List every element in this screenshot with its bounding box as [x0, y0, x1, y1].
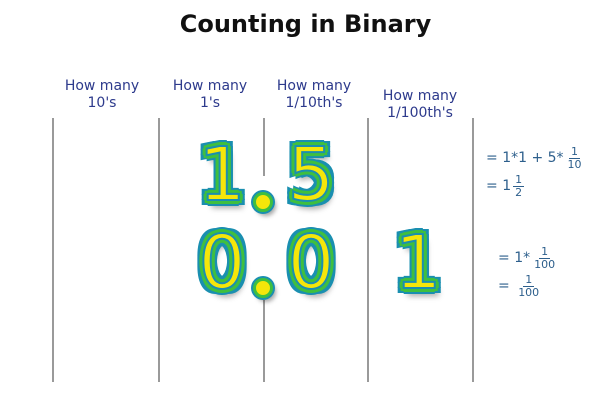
- fraction: 1 10: [566, 144, 584, 171]
- expression-text: 1*: [514, 250, 531, 266]
- math-line: = 1* 1 100: [498, 244, 559, 272]
- fraction-denominator: 100: [534, 257, 556, 271]
- column-divider: [367, 118, 369, 382]
- fraction: 1 100: [516, 272, 541, 299]
- fraction-numerator: 1: [569, 144, 581, 159]
- row1-ones-digit: 1: [197, 132, 246, 218]
- column-header-ones: How many 1's: [155, 78, 265, 112]
- column-header-ones-line1: How many: [172, 78, 248, 94]
- math-line: = 1 100: [498, 272, 559, 300]
- fraction-denominator: 2: [515, 185, 523, 199]
- column-header-tenths-line2: 1/10th's: [285, 95, 343, 111]
- column-divider: [52, 118, 54, 382]
- column-header-tenths-line1: How many: [276, 78, 352, 94]
- column-header-hundredths-line2: 1/100th's: [387, 105, 453, 121]
- equals-sign: =: [486, 178, 498, 194]
- row2-decimal-point: [253, 278, 273, 298]
- equals-sign: =: [486, 150, 498, 166]
- math-line: = 1*1 + 5* 1 10: [486, 144, 586, 172]
- row1-decimal-point: [253, 192, 273, 212]
- column-header-hundredths: How many 1/100th's: [365, 88, 475, 122]
- equals-sign: =: [498, 250, 510, 266]
- equals-sign: =: [498, 278, 510, 294]
- fraction-numerator: 1: [539, 244, 551, 259]
- fraction: 1 2: [513, 172, 525, 199]
- fraction: 1 100: [532, 244, 557, 271]
- fraction-numerator: 1: [523, 272, 535, 287]
- math-line: = 1 1 2: [486, 172, 586, 200]
- column-divider: [158, 118, 160, 382]
- math-expansion-2: = 1* 1 100 = 1 100: [498, 244, 559, 300]
- fraction-numerator: 1: [513, 172, 525, 187]
- expression-text: 1*1 + 5*: [502, 150, 564, 166]
- math-expansion-1: = 1*1 + 5* 1 10 = 1 1 2: [486, 144, 586, 200]
- whole-number: 1: [502, 178, 512, 194]
- row2-hundredths-digit: 1: [393, 220, 442, 306]
- column-header-tens-line2: 10's: [87, 95, 117, 111]
- column-divider-decimal-top: [263, 118, 265, 176]
- row2-tenths-digit: 0: [286, 220, 335, 306]
- column-header-tenths: How many 1/10th's: [259, 78, 369, 112]
- column-header-ones-line2: 1's: [199, 95, 221, 111]
- row2-ones-digit: 0: [197, 220, 246, 306]
- column-header-hundredths-line1: How many: [382, 88, 458, 104]
- column-divider: [472, 118, 474, 382]
- fraction-denominator: 10: [567, 157, 582, 171]
- page-title: Counting in Binary: [179, 10, 432, 38]
- fraction-denominator: 100: [518, 285, 540, 299]
- column-header-tens-line1: How many: [64, 78, 140, 94]
- column-divider-decimal-bottom: [263, 300, 265, 382]
- row1-tenths-digit: 5: [286, 132, 335, 218]
- column-header-tens: How many 10's: [47, 78, 157, 112]
